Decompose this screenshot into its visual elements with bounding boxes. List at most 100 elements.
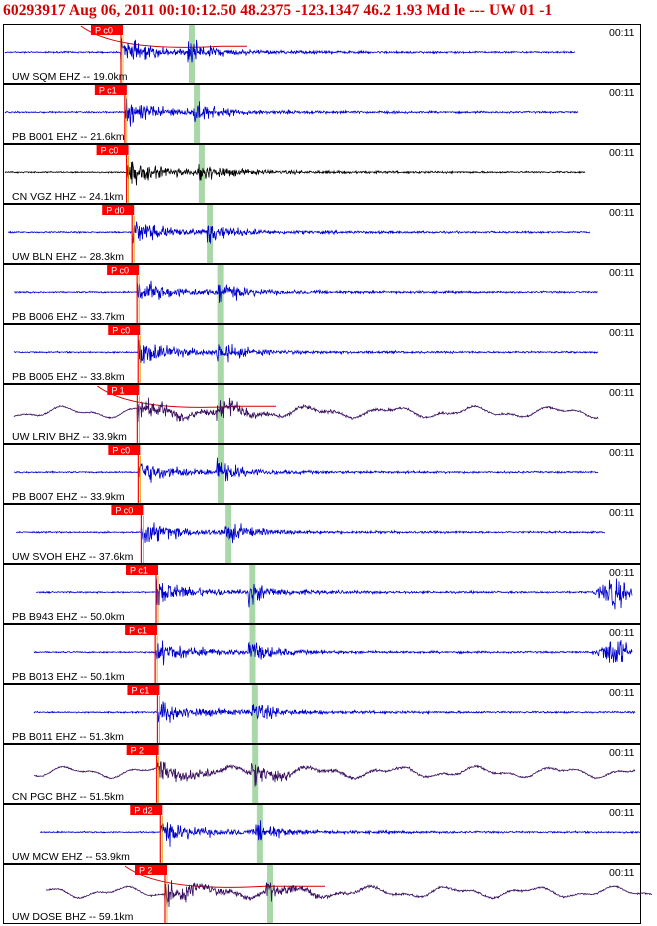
station-label: UW BLN EHZ -- 28.3km — [12, 251, 124, 263]
trace-panel: P c1 PB B011 EHZ -- 51.3km 00:11 — [3, 684, 641, 744]
pick-label: P c0 — [115, 506, 133, 516]
trace-panel: P 2 CN PGC BHZ -- 51.5km 00:11 — [3, 744, 641, 804]
pick-label: P c1 — [99, 86, 117, 96]
station-label: PB B013 EHZ -- 50.1km — [12, 671, 125, 683]
waveform-trace — [4, 161, 586, 186]
station-label: PB B007 EHZ -- 33.9km — [12, 491, 125, 503]
pick-flag[interactable] — [125, 625, 158, 635]
trace-panel: P 2 UW DOSE BHZ -- 59.1km 00:11 — [3, 864, 653, 924]
pick-label: P d0 — [106, 206, 124, 216]
time-label: 00:11 — [609, 867, 635, 879]
s-phase-marker — [251, 685, 258, 743]
station-label: PB B005 EHZ -- 33.8km — [12, 371, 125, 383]
trace-panel: P c0 UW SQM EHZ -- 19.0km 00:11 — [3, 24, 641, 84]
time-label: 00:11 — [609, 567, 635, 579]
pick-label: P d2 — [134, 806, 152, 816]
panel-frame — [3, 804, 641, 864]
pick-label: P c1 — [130, 566, 148, 576]
time-label: 00:11 — [609, 807, 635, 819]
pick-flag[interactable] — [107, 265, 140, 275]
station-label: PB B943 EHZ -- 50.0km — [12, 611, 125, 623]
waveform-trace — [33, 639, 633, 666]
station-label: UW LRIV BHZ -- 33.9km — [12, 431, 127, 443]
pick-flag[interactable] — [102, 205, 135, 215]
station-label: UW MCW EHZ -- 53.9km — [12, 851, 130, 863]
pick-label: P 1 — [111, 386, 124, 396]
waveform-trace — [13, 457, 599, 483]
station-label: UW SQM EHZ -- 19.0km — [12, 71, 128, 83]
pick-flag[interactable] — [94, 85, 127, 95]
s-phase-marker — [217, 445, 224, 503]
pick-label: P c0 — [112, 446, 130, 456]
waveform-trace — [15, 522, 605, 544]
waveform-trace — [7, 221, 591, 244]
waveform-trace — [4, 38, 576, 64]
time-label: 00:11 — [609, 687, 635, 699]
s-phase-marker — [249, 625, 256, 683]
station-label: UW SVOH EHZ -- 37.6km — [12, 551, 134, 563]
s-phase-marker — [249, 565, 256, 623]
station-label: PB B011 EHZ -- 51.3km — [12, 731, 124, 743]
trace-panel: P c0 PB B007 EHZ -- 33.9km 00:11 — [3, 444, 641, 504]
trace-panel: P c0 CN VGZ HHZ -- 24.1km 00:11 — [3, 144, 641, 204]
waveform-trace — [13, 280, 598, 303]
station-label: CN PGC BHZ -- 51.5km — [12, 791, 124, 803]
pick-label: P c1 — [129, 626, 147, 636]
time-label: 00:11 — [609, 327, 635, 339]
event-title: 60293917 Aug 06, 2011 00:10:12.50 48.237… — [3, 2, 553, 19]
pick-flag[interactable] — [107, 385, 140, 395]
waveform-trace — [34, 760, 636, 787]
time-label: 00:11 — [609, 447, 635, 459]
s-phase-marker — [189, 25, 195, 83]
trace-panel: P c1 PB B013 EHZ -- 50.1km 00:11 — [3, 624, 641, 684]
trace-panel: P c1 PB B943 EHZ -- 50.0km 00:11 — [3, 564, 641, 624]
pick-label: P c0 — [111, 266, 129, 276]
pick-flag[interactable] — [111, 505, 144, 515]
waveform-trace — [4, 98, 579, 127]
pick-flag[interactable] — [96, 145, 129, 155]
pick-label: P 2 — [131, 746, 144, 756]
time-label: 00:11 — [609, 87, 635, 99]
pick-label: P 2 — [139, 866, 152, 876]
pick-flag[interactable] — [108, 325, 141, 335]
trace-panel: P c0 PB B005 EHZ -- 33.8km 00:11 — [3, 324, 641, 384]
station-label: UW DOSE BHZ -- 59.1km — [12, 911, 134, 923]
waveform-trace — [39, 820, 641, 847]
time-label: 00:11 — [609, 267, 635, 279]
station-label: PB B006 EHZ -- 33.7km — [12, 311, 125, 323]
station-label: PB B001 EHZ -- 21.6km — [12, 131, 125, 143]
time-label: 00:11 — [609, 507, 635, 519]
pick-label: P c0 — [101, 146, 119, 156]
trace-panel: P c0 PB B006 EHZ -- 33.7km 00:11 — [3, 264, 641, 324]
s-phase-marker — [207, 205, 214, 263]
panel-frame — [3, 864, 641, 924]
pick-flag[interactable] — [135, 865, 167, 875]
pick-flag[interactable] — [108, 445, 141, 455]
waveform-trace — [45, 880, 653, 908]
time-label: 00:11 — [609, 747, 635, 759]
trace-panel: P d0 UW BLN EHZ -- 28.3km 00:11 — [3, 204, 641, 264]
time-label: 00:11 — [609, 387, 635, 399]
panel-frame — [3, 504, 641, 564]
panel-frame — [3, 564, 641, 624]
pick-flag[interactable] — [126, 745, 159, 755]
pick-flag[interactable] — [126, 565, 159, 575]
waveform-trace — [13, 397, 599, 423]
s-phase-marker — [267, 865, 273, 923]
time-label: 00:11 — [609, 207, 635, 219]
pick-flag[interactable] — [130, 805, 163, 815]
trace-panel: P c0 UW SVOH EHZ -- 37.6km 00:11 — [3, 504, 641, 564]
event-header: 60293917 Aug 06, 2011 00:10:12.50 48.237… — [0, 0, 657, 24]
waveform-trace — [13, 339, 599, 364]
s-phase-marker — [225, 505, 232, 563]
panel-frame — [3, 624, 641, 684]
trace-panel: P 1 UW LRIV BHZ -- 33.9km 00:11 — [3, 384, 641, 444]
pick-flag[interactable] — [127, 685, 160, 695]
pick-label: P c0 — [112, 326, 130, 336]
pick-flag[interactable] — [91, 25, 123, 35]
time-label: 00:11 — [609, 27, 635, 39]
pick-label: P c0 — [95, 26, 113, 36]
pick-label: P c1 — [131, 686, 149, 696]
trace-panel: P c1 PB B001 EHZ -- 21.6km 00:11 — [3, 84, 641, 144]
